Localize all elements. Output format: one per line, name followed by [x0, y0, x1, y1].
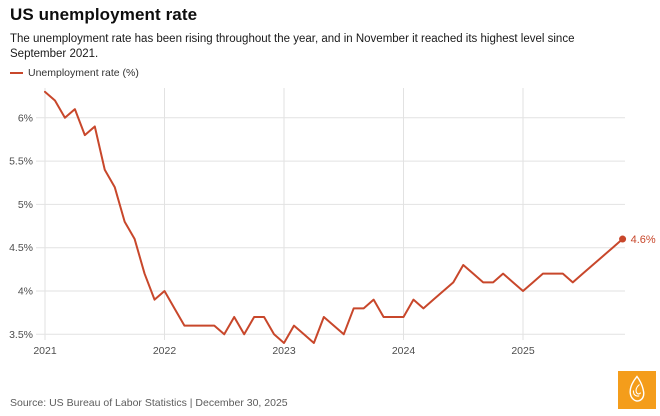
al-jazeera-logo — [618, 371, 656, 409]
y-axis-tick-label: 6% — [18, 112, 33, 124]
end-point-dot — [619, 235, 627, 243]
unemployment-rate-line — [44, 90, 624, 344]
unemployment-line-chart: 6% 5.5% 5% 4.5% 4% 3.5%2021 2022 2023 2024 2025 4.… — [9, 88, 656, 357]
y-axis-tick-label: 4.5% — [9, 242, 33, 254]
end-value-label: 4.6% — [631, 234, 656, 246]
x-axis-tick-label: 2025 — [511, 345, 535, 357]
legend-line-swatch — [10, 72, 23, 74]
x-axis-tick-label: 2022 — [153, 345, 177, 357]
y-axis-tick-label: 5% — [18, 199, 33, 211]
legend-label: Unemployment rate (%) — [28, 67, 139, 79]
y-axis-tick-label: 5.5% — [9, 156, 33, 168]
x-axis-tick-label: 2023 — [272, 345, 296, 357]
y-axis-tick-label: 4% — [18, 286, 33, 298]
x-axis-tick-label: 2021 — [33, 345, 57, 357]
flame-icon — [629, 375, 645, 402]
legend: Unemployment rate (%) — [10, 67, 139, 79]
x-axis-tick-label: 2024 — [392, 345, 416, 357]
chart-subtitle: The unemployment rate has been rising th… — [10, 33, 575, 60]
source-note: Source: US Bureau of Labor Statistics | … — [10, 397, 288, 409]
y-axis-tick-label: 3.5% — [9, 329, 33, 341]
page-title: US unemployment rate — [10, 5, 198, 24]
